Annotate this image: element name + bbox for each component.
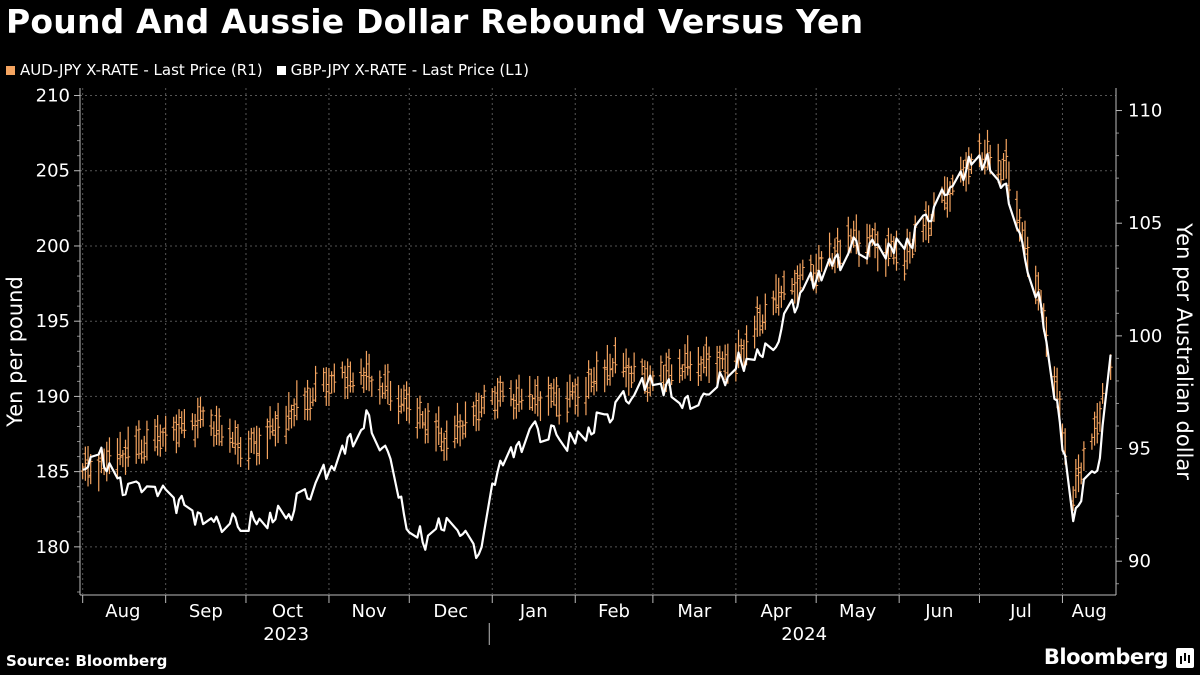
left-axis-tick-label: 180 <box>36 537 70 558</box>
legend-label-aud-jpy: AUD-JPY X-RATE - Last Price (R1) <box>20 61 263 79</box>
right-axis-tick-label: 95 <box>1128 439 1151 460</box>
x-axis-month-label: Aug <box>105 601 140 622</box>
gbp-jpy-line <box>82 153 1112 560</box>
chart-canvas: 180 185 190 195 200 205 210 90 95 100 105 110 Aug Sep… <box>3 86 1196 645</box>
x-axis-year-label: 2024 <box>781 624 827 645</box>
left-axis-tick-label: 185 <box>36 462 70 483</box>
x-axis-month-label: Dec <box>433 601 468 622</box>
left-axis-title: Yen per pound <box>3 276 27 428</box>
left-axis-tick-label: 200 <box>36 236 70 257</box>
left-axis-tick-label: 195 <box>36 311 70 332</box>
right-axis-tick-label: 100 <box>1128 326 1162 347</box>
x-axis-month-label: Mar <box>677 601 712 622</box>
x-axis-month-label: May <box>839 601 877 622</box>
x-axis-month-label: Aug <box>1072 601 1107 622</box>
right-axis-title: Yen per Australian dollar <box>1172 222 1196 480</box>
right-axis-tick-label: 90 <box>1128 551 1151 572</box>
left-axis-tick-label: 210 <box>36 86 70 107</box>
bloomberg-terminal-icon <box>1176 648 1194 668</box>
left-axis-tick-label: 190 <box>36 386 70 407</box>
legend-item-aud-jpy: AUD-JPY X-RATE - Last Price (R1) <box>6 61 263 79</box>
x-axis-year-label: 2023 <box>263 624 309 645</box>
x-axis-month-label: Jun <box>924 601 953 622</box>
right-axis-tick-label: 110 <box>1128 101 1162 122</box>
legend: AUD-JPY X-RATE - Last Price (R1) GBP-JPY… <box>6 60 543 80</box>
right-axis-tick-label: 105 <box>1128 213 1162 234</box>
x-axis-month-label: Jul <box>1009 601 1032 622</box>
source-note: Source: Bloomberg <box>6 652 168 670</box>
legend-item-gbp-jpy: GBP-JPY X-RATE - Last Price (L1) <box>276 61 529 79</box>
chart-title: Pound And Aussie Dollar Rebound Versus Y… <box>6 2 864 41</box>
legend-swatch-aud-jpy <box>6 65 15 75</box>
x-axis-month-label: Feb <box>598 601 630 622</box>
x-axis-month-label: Jan <box>519 601 548 622</box>
left-axis-tick-label: 205 <box>36 161 70 182</box>
x-axis-month-label: Apr <box>760 601 792 622</box>
x-axis-month-label: Sep <box>189 601 223 622</box>
bloomberg-logo: Bloomberg <box>1043 645 1169 669</box>
legend-swatch-gbp-jpy <box>276 65 286 75</box>
x-axis-month-label: Nov <box>352 601 387 622</box>
legend-label-gbp-jpy: GBP-JPY X-RATE - Last Price (L1) <box>290 61 529 79</box>
aud-jpy-series <box>80 129 1113 511</box>
x-axis-month-label: Oct <box>272 601 303 622</box>
